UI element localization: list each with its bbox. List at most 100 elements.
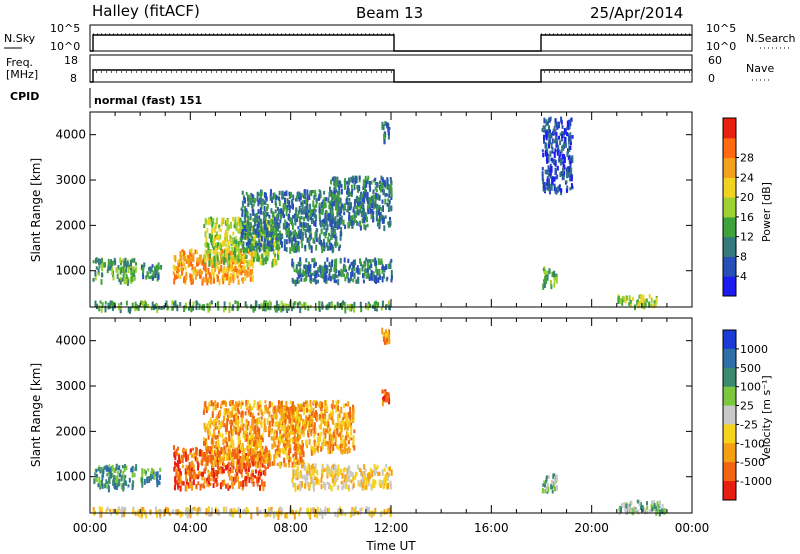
power-echo-cell	[149, 267, 152, 274]
power-echo-cell	[218, 270, 221, 275]
velocity-echo-cell	[375, 466, 378, 471]
power-echo-cell	[295, 207, 298, 213]
power-echo-cell	[232, 253, 235, 258]
velocity-echo-cell	[207, 434, 210, 440]
velocity-echo-cell	[191, 474, 194, 479]
power-echo-cell	[243, 224, 246, 232]
velocity-echo-cell	[289, 411, 292, 416]
power-echo-cell	[357, 276, 359, 284]
power-echo-cell	[274, 200, 277, 206]
velocity-echo-cell	[652, 504, 655, 512]
velocity-echo-cell	[106, 506, 109, 511]
velocity-echo-cell	[156, 475, 158, 483]
velocity-echo-cell	[543, 480, 546, 486]
power-echo-cell	[555, 143, 558, 148]
power-echo-cell	[211, 228, 213, 235]
power-echo-cell	[270, 189, 272, 194]
power-echo-cell	[559, 172, 562, 177]
velocity-echo-cell	[284, 463, 287, 468]
velocity-echo-cell	[232, 465, 235, 470]
power-echo-cell	[247, 229, 249, 233]
power-echo-cell	[264, 217, 267, 221]
velocity-echo-cell	[230, 439, 233, 446]
power-echo-cell	[349, 264, 352, 269]
power-echo-cell	[359, 209, 362, 214]
velocity-echo-cell	[268, 450, 271, 454]
velocity-echo-cell	[189, 464, 192, 469]
velocity-echo-cell	[221, 457, 224, 464]
velocity-echo-cell	[208, 420, 211, 426]
power-echo-cell	[289, 247, 292, 254]
velocity-echo-cell	[181, 448, 184, 454]
velocity-echo-cell	[175, 468, 178, 472]
power-echo-cell	[299, 271, 302, 278]
velocity-echo-cell	[222, 461, 224, 466]
velocity-echo-cell	[382, 480, 385, 485]
power-echo-cell	[152, 273, 155, 279]
power-echo-cell	[275, 194, 278, 201]
power-echo-cell	[361, 218, 364, 224]
velocity-echo-cell	[182, 481, 185, 486]
velocity-echo-cell	[238, 481, 240, 488]
velocity-echo-cell	[218, 426, 221, 431]
velocity-echo-cell	[193, 452, 196, 459]
velocity-echo-cell	[302, 402, 305, 409]
power-echo-cell	[275, 300, 278, 308]
power-echo-cell	[304, 233, 307, 238]
power-echo-cell	[375, 188, 378, 193]
power-echo-cell	[210, 233, 213, 239]
power-echo-cell	[233, 237, 236, 244]
velocity-echo-cell	[118, 479, 120, 487]
velocity-echo-cell	[282, 436, 285, 442]
power-echo-cell	[201, 278, 204, 286]
velocity-echo-cell	[339, 443, 342, 449]
power-echo-cell	[386, 178, 389, 186]
velocity-echo-cell	[551, 485, 554, 490]
velocity-echo-cell	[231, 510, 234, 518]
power-echo-cell	[560, 137, 563, 142]
power-echo-cell	[216, 255, 219, 262]
power-echo-cell	[323, 231, 326, 236]
power-echo-cell	[316, 269, 319, 276]
power-echo-cell	[344, 276, 347, 282]
power-echo-cell	[204, 278, 207, 283]
power-echo-cell	[544, 182, 547, 188]
power-echo-cell	[118, 278, 121, 283]
velocity-echo-cell	[301, 404, 304, 409]
power-echo-cell	[150, 275, 152, 279]
power-echo-cell	[570, 141, 572, 146]
velocity-echo-cell	[260, 471, 262, 477]
velocity-echo-cell	[341, 443, 344, 449]
velocity-echo-cell	[316, 469, 319, 476]
power-echo-cell	[373, 274, 376, 282]
power-echo-cell	[275, 259, 278, 266]
velocity-echo-cell	[98, 506, 101, 511]
power-echo-cell	[334, 205, 337, 211]
power-echo-cell	[562, 158, 565, 162]
power-echo-cell	[206, 278, 209, 286]
power-echo-cell	[117, 303, 120, 310]
velocity-echo-cell	[211, 411, 214, 416]
velocity-echo-cell	[334, 511, 337, 517]
power-echo-cell	[318, 202, 321, 208]
velocity-echo-cell	[199, 449, 202, 457]
power-echo-cell	[244, 217, 247, 223]
power-echo-cell	[341, 203, 344, 208]
velocity-echo-cell	[120, 512, 123, 518]
power-echo-cell	[250, 232, 253, 236]
velocity-echo-cell	[663, 508, 666, 512]
velocity-echo-cell	[209, 478, 212, 482]
velocity-echo-cell	[242, 425, 245, 429]
velocity-echo-cell	[651, 507, 654, 512]
velocity-echo-cell	[214, 420, 217, 425]
velocity-echo-cell	[307, 465, 310, 471]
velocity-echo-cell	[213, 472, 216, 478]
power-echo-cell	[179, 255, 182, 261]
power-echo-cell	[358, 175, 361, 180]
power-echo-cell	[220, 257, 223, 265]
power-echo-cell	[381, 218, 384, 224]
power-echo-cell	[384, 192, 387, 198]
station-title: Halley (fitACF)	[92, 2, 200, 20]
power-echo-cell	[109, 266, 112, 271]
power-echo-cell	[212, 272, 215, 279]
